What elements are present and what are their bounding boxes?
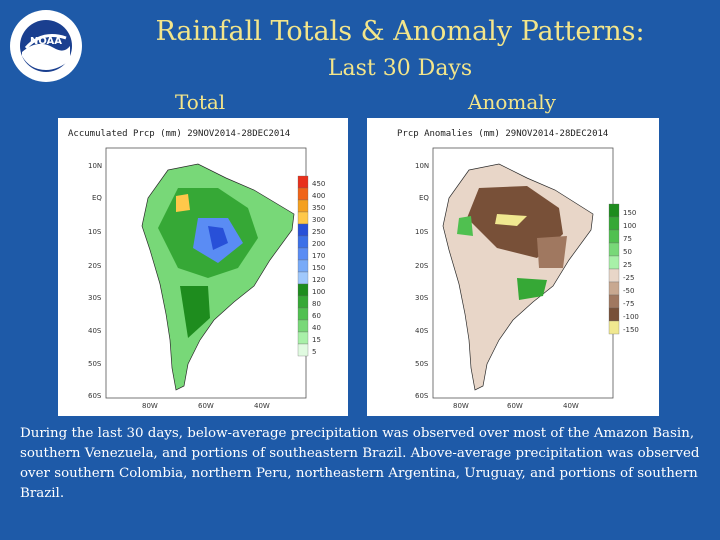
anomaly-colorbar: 150 100 75 50 25 -25 -50 -75 -100 -150 [608, 203, 639, 335]
colorbar-label: 120 [312, 276, 325, 284]
anomaly-label: Anomaly [468, 90, 556, 114]
colorbar-label: 200 [312, 240, 325, 248]
noaa-logo-icon: NOAA [10, 10, 82, 82]
anomaly-se-brazil-region [537, 236, 567, 268]
lat-tick: 50S [415, 360, 429, 368]
total-yellow-region [176, 194, 190, 212]
colorbar-swatch [297, 211, 309, 225]
colorbar-swatch [608, 268, 620, 283]
total-deep-blue-region [208, 226, 228, 250]
total-map-svg: Accumulated Prcp (mm) 29NOV2014-28DEC201… [68, 129, 325, 410]
lat-tick: 50S [88, 360, 102, 368]
anomaly-lon-ticks: 80W 60W 40W [453, 402, 579, 410]
colorbar-label: 75 [623, 235, 632, 243]
colorbar-swatch [297, 199, 309, 213]
lat-tick: 20S [88, 262, 102, 270]
total-rainfall-map: Accumulated Prcp (mm) 29NOV2014-28DEC201… [58, 118, 348, 416]
anomaly-lat-ticks: 10N EQ 10S 20S 30S 40S 50S 60S [415, 162, 429, 400]
lon-tick: 60W [198, 402, 214, 410]
colorbar-swatch [608, 203, 620, 218]
colorbar-label: 300 [312, 216, 325, 224]
colorbar-swatch [297, 319, 309, 333]
colorbar-label: 15 [312, 336, 321, 344]
lat-tick: 60S [88, 392, 102, 400]
caption-text: During the last 30 days, below-average p… [20, 426, 700, 501]
colorbar-swatch [297, 307, 309, 321]
lat-tick: 60S [415, 392, 429, 400]
colorbar-swatch [297, 187, 309, 201]
colorbar-swatch [297, 271, 309, 285]
colorbar-label: -50 [623, 287, 634, 295]
anomaly-map-title: Prcp Anomalies (mm) 29NOV2014-28DEC2014 [397, 129, 608, 139]
lat-tick: 10N [415, 162, 429, 170]
colorbar-label: 150 [623, 209, 636, 217]
colorbar-swatch [297, 223, 309, 237]
lat-tick: EQ [92, 194, 102, 202]
colorbar-swatch [297, 295, 309, 309]
lat-tick: 30S [88, 294, 102, 302]
colorbar-swatch [297, 235, 309, 249]
lat-tick: 30S [415, 294, 429, 302]
colorbar-swatch [608, 255, 620, 270]
colorbar-label: 100 [312, 288, 325, 296]
colorbar-label: 150 [312, 264, 325, 272]
page-title: Rainfall Totals & Anomaly Patterns: [155, 16, 645, 47]
lat-tick: 10S [88, 228, 102, 236]
colorbar-label: -100 [623, 313, 639, 321]
total-map-title: Accumulated Prcp (mm) 29NOV2014-28DEC201… [68, 129, 290, 139]
anomaly-colombia-green [457, 216, 473, 236]
total-colorbar: 450 400 350 300 250 200 170 150 120 100 80 60 40 15 5 [297, 175, 325, 357]
lat-tick: 40S [88, 327, 102, 335]
colorbar-label: 400 [312, 192, 325, 200]
colorbar-label: -25 [623, 274, 634, 282]
colorbar-label: 80 [312, 300, 321, 308]
total-dark-green-region [180, 286, 210, 338]
colorbar-label: 250 [312, 228, 325, 236]
colorbar-label: 350 [312, 204, 325, 212]
colorbar-label: 25 [623, 261, 632, 269]
lon-tick: 60W [507, 402, 523, 410]
colorbar-swatch [608, 320, 620, 335]
lat-tick: 10S [415, 228, 429, 236]
total-label: Total [175, 90, 226, 114]
colorbar-swatch [608, 307, 620, 322]
colorbar-swatch [608, 281, 620, 296]
colorbar-swatch [608, 216, 620, 231]
total-lon-ticks: 80W 60W 40W [142, 402, 270, 410]
anomaly-green-region [517, 278, 547, 300]
noaa-logo-text: NOAA [30, 36, 62, 47]
colorbar-label: 60 [312, 312, 321, 320]
colorbar-swatch [297, 331, 309, 345]
lon-tick: 40W [254, 402, 270, 410]
colorbar-swatch [297, 343, 309, 357]
colorbar-label: 50 [623, 248, 632, 256]
lat-tick: 20S [415, 262, 429, 270]
lat-tick: EQ [419, 194, 429, 202]
total-lat-ticks: 10N EQ 10S 20S 30S 40S 50S 60S [88, 162, 102, 400]
colorbar-label: -75 [623, 300, 634, 308]
lon-tick: 80W [453, 402, 469, 410]
lat-tick: 40S [415, 327, 429, 335]
lat-tick: 10N [88, 162, 102, 170]
colorbar-swatch [297, 175, 309, 189]
colorbar-swatch [608, 294, 620, 309]
colorbar-label: 450 [312, 180, 325, 188]
colorbar-swatch [297, 283, 309, 297]
page-subtitle: Last 30 Days [327, 56, 473, 81]
noaa-logo: NOAA [8, 8, 84, 84]
lon-tick: 40W [563, 402, 579, 410]
colorbar-swatch [297, 247, 309, 261]
colorbar-label: -150 [623, 326, 639, 334]
colorbar-label: 170 [312, 252, 325, 260]
colorbar-label: 100 [623, 222, 636, 230]
anomaly-rainfall-map: Prcp Anomalies (mm) 29NOV2014-28DEC2014 … [367, 118, 659, 416]
colorbar-swatch [608, 242, 620, 257]
anomaly-map-svg: Prcp Anomalies (mm) 29NOV2014-28DEC2014 … [397, 129, 639, 410]
colorbar-label: 40 [312, 324, 321, 332]
anomaly-yellow-region [495, 214, 527, 226]
colorbar-swatch [608, 229, 620, 244]
colorbar-swatch [297, 259, 309, 273]
colorbar-label: 5 [312, 348, 316, 356]
lon-tick: 80W [142, 402, 158, 410]
